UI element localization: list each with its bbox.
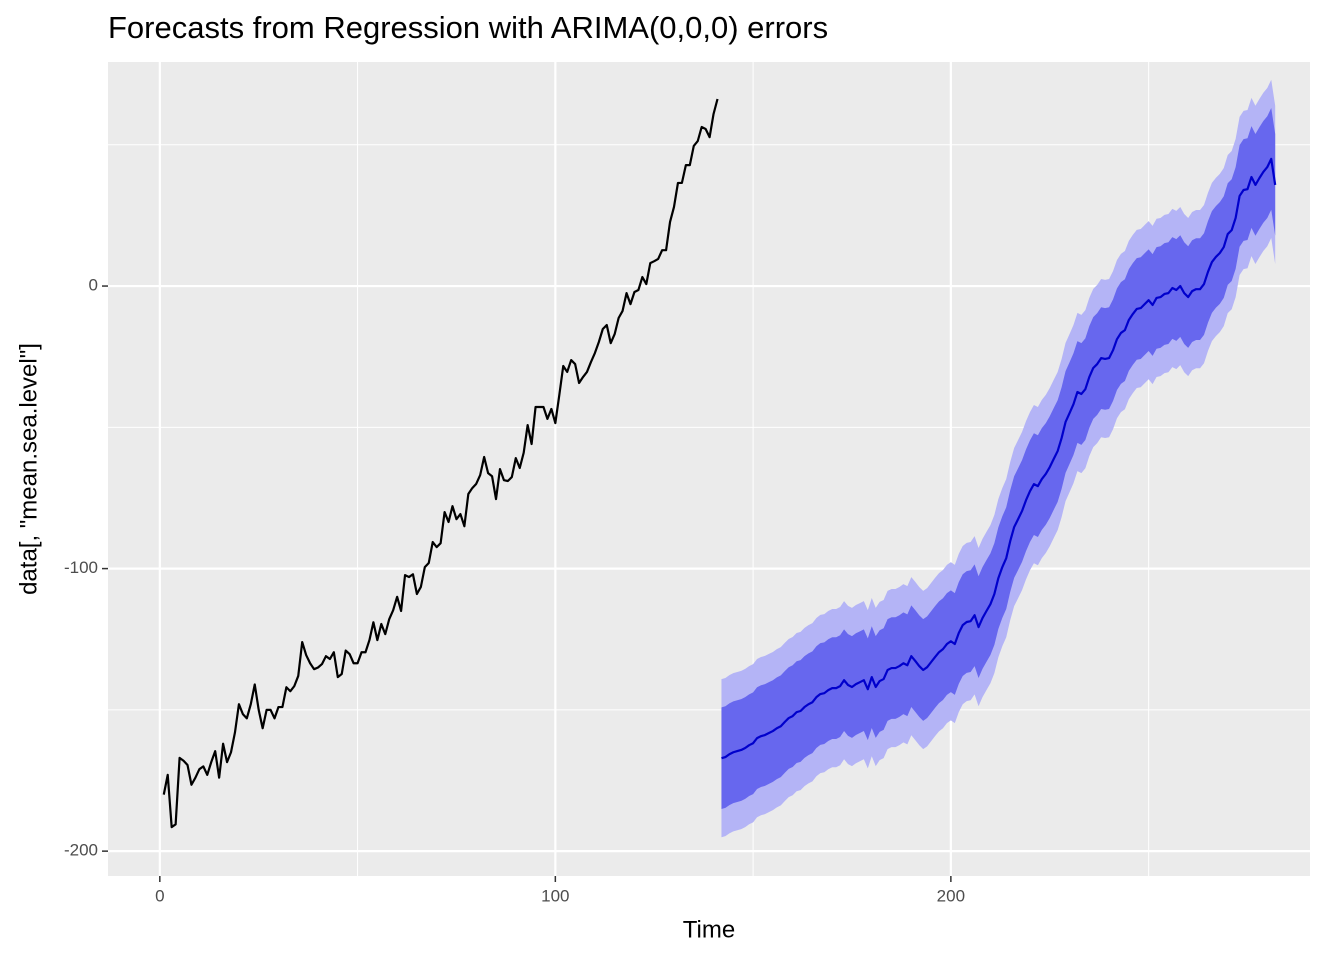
panel-background [108,62,1310,876]
marks [162,79,1277,838]
axes: 0 100 200 -200 -100 0 [64,276,965,906]
series-line [721,157,1277,760]
series-line [162,98,719,829]
y-tick-label: -100 [64,558,98,577]
y-tick-label: -200 [64,841,98,860]
y-tick-label: 0 [89,276,98,295]
x-tick-label: 0 [155,886,164,905]
prediction-interval [721,108,1276,810]
y-axis-label: data[, "mean.sea.level"] [15,343,42,595]
x-tick-label: 200 [937,886,965,905]
x-tick-label: 100 [541,886,569,905]
chart-title: Forecasts from Regression with ARIMA(0,0… [108,10,828,45]
x-axis-label: Time [683,916,735,943]
